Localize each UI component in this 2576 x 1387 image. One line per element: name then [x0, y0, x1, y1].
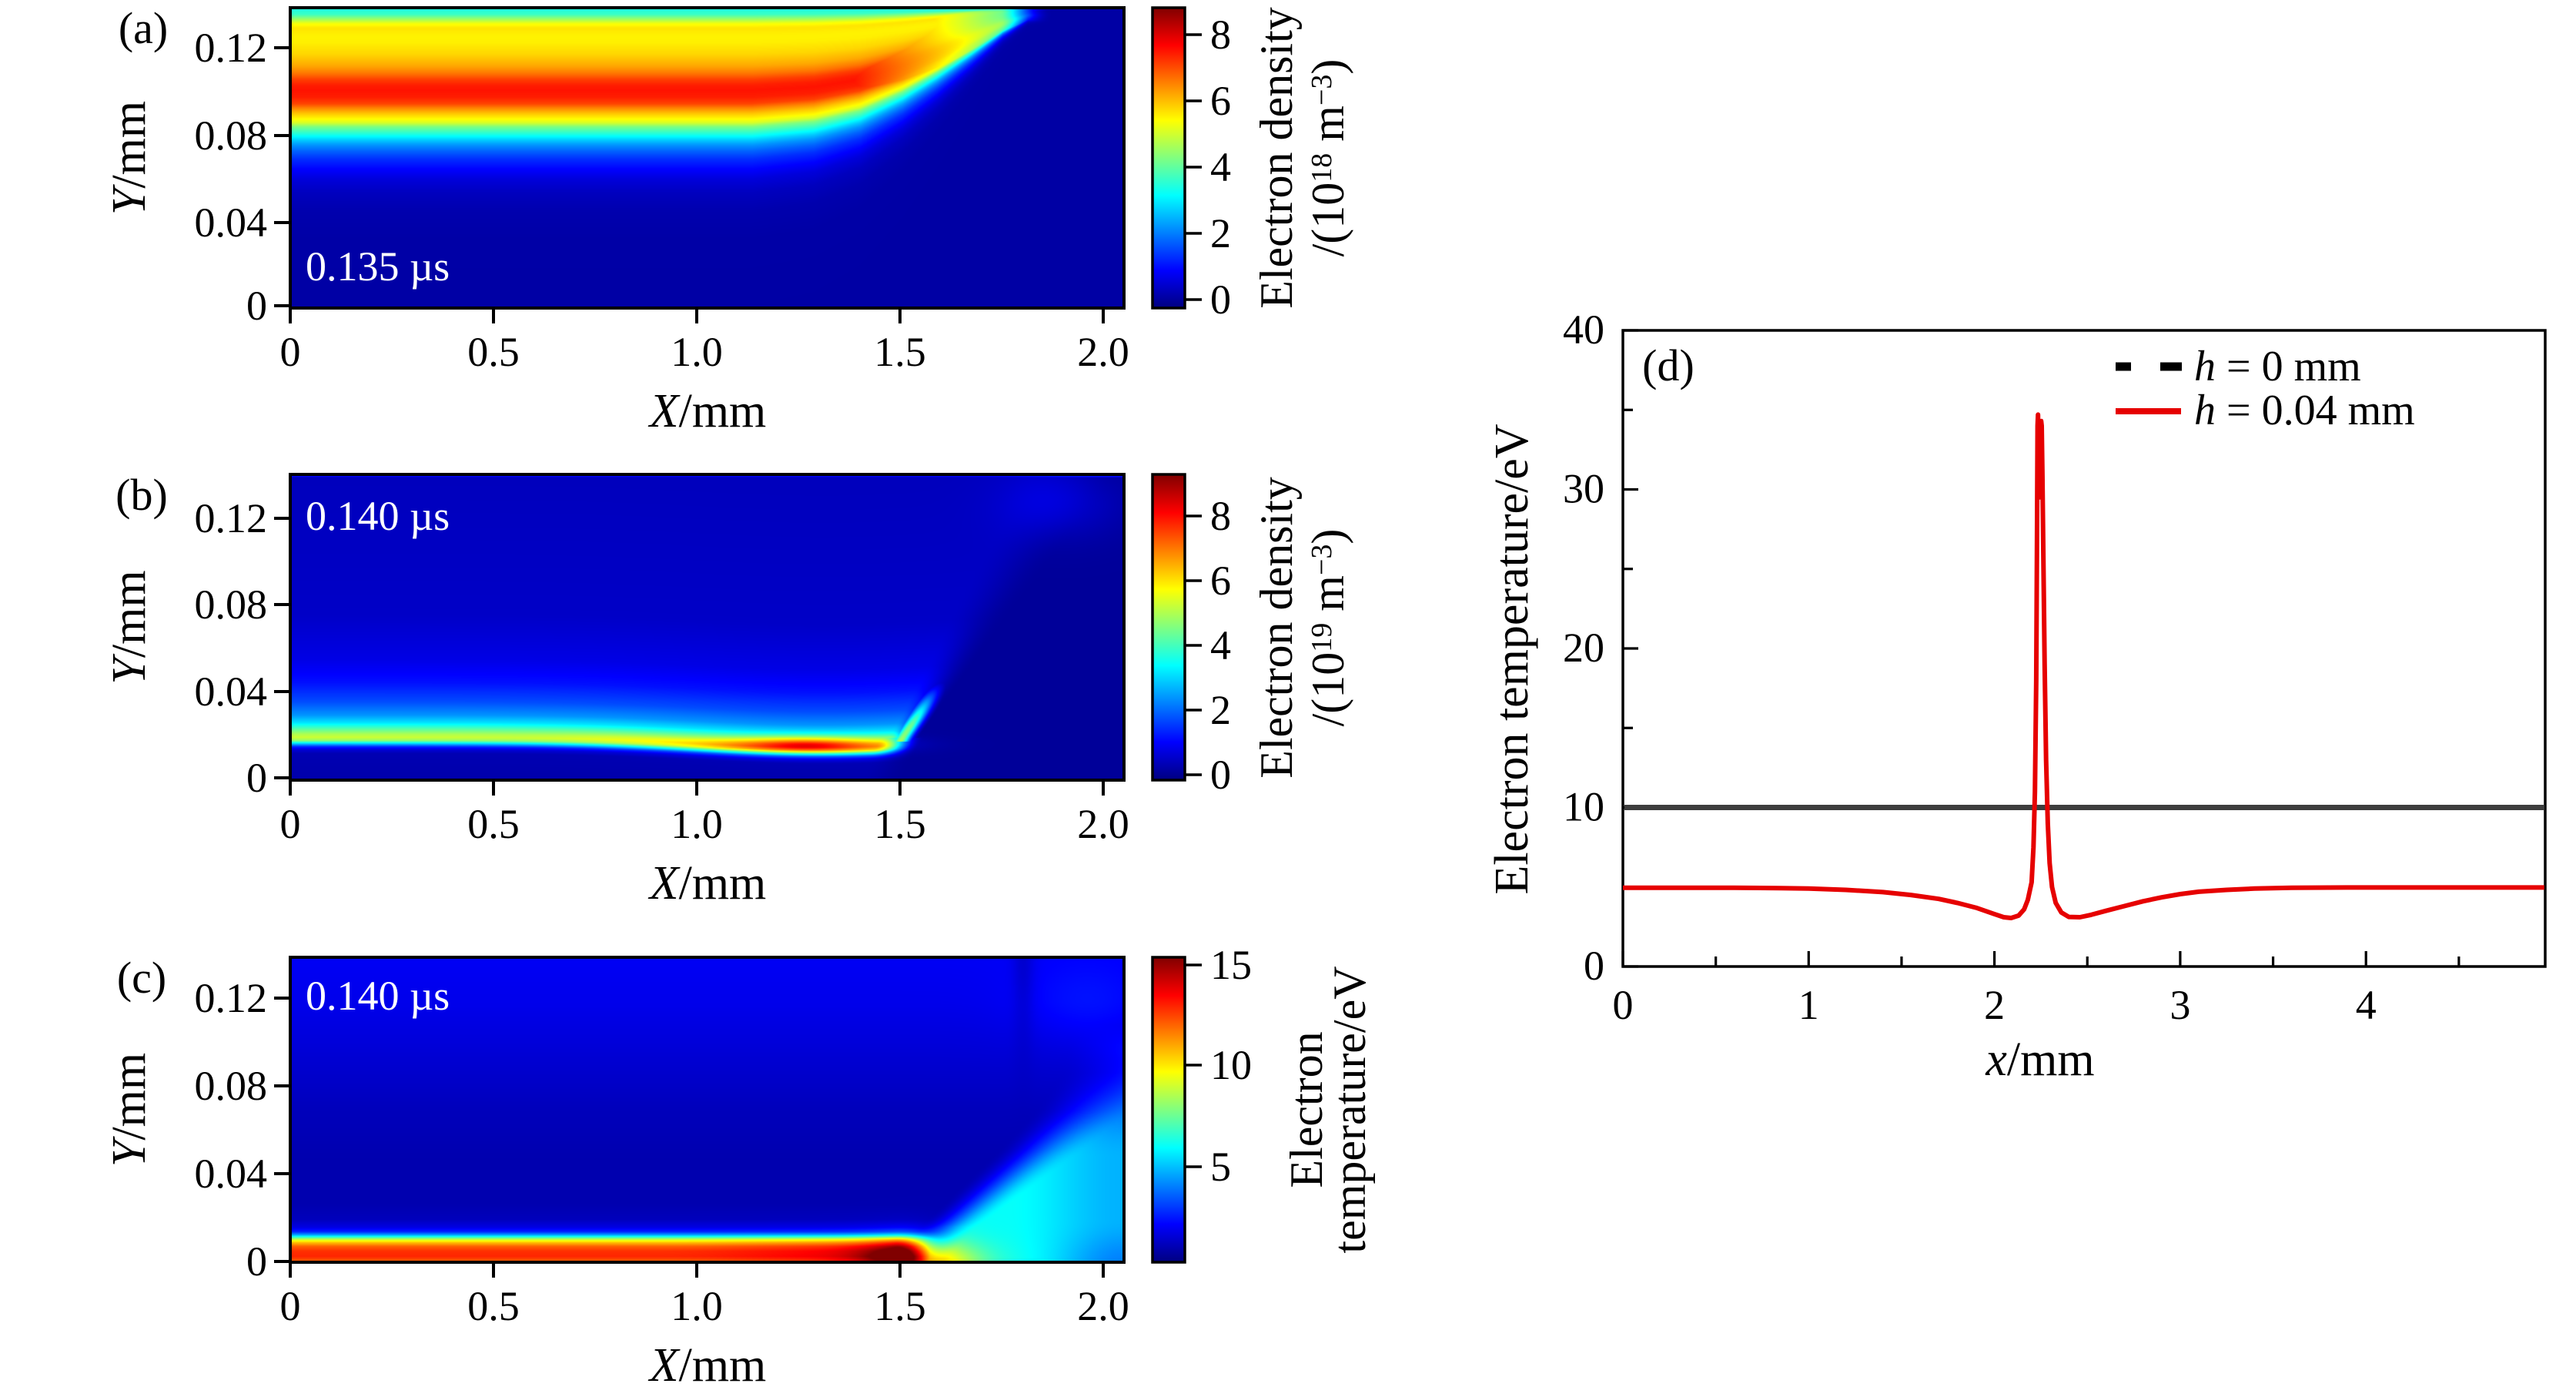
svg-text:(a): (a): [119, 3, 168, 53]
svg-text:1: 1: [1798, 982, 1819, 1028]
svg-text:0: 0: [280, 801, 301, 847]
svg-text:1.0: 1.0: [671, 1283, 723, 1329]
svg-text:h = 0 mm: h = 0 mm: [2194, 343, 2361, 390]
svg-text:/(1018 m−3): /(1018 m−3): [1303, 59, 1353, 257]
svg-text:4: 4: [1210, 622, 1231, 668]
svg-text:8: 8: [1210, 12, 1231, 58]
svg-text:x/mm: x/mm: [1985, 1034, 2094, 1086]
svg-text:2.0: 2.0: [1077, 1283, 1129, 1329]
svg-text:Y/mm: Y/mm: [103, 570, 156, 684]
svg-text:10: 10: [1210, 1042, 1252, 1088]
svg-text:(d): (d): [1642, 340, 1694, 390]
svg-text:X/mm: X/mm: [647, 857, 767, 910]
svg-text:6: 6: [1210, 558, 1231, 604]
svg-text:20: 20: [1563, 625, 1604, 671]
svg-text:0.08: 0.08: [195, 1063, 268, 1109]
svg-text:temperature/eV: temperature/eV: [1324, 966, 1375, 1253]
svg-text:30: 30: [1563, 466, 1604, 512]
svg-text:0: 0: [280, 1283, 301, 1329]
svg-text:0.12: 0.12: [195, 975, 268, 1021]
svg-text:Electron: Electron: [1281, 1031, 1332, 1188]
svg-text:5: 5: [1210, 1144, 1231, 1190]
svg-text:0: 0: [1210, 276, 1231, 323]
svg-text:0.12: 0.12: [195, 25, 268, 71]
svg-text:40: 40: [1563, 307, 1604, 353]
svg-text:2: 2: [1984, 982, 2005, 1028]
svg-text:0.04: 0.04: [195, 1151, 268, 1197]
svg-text:0.04: 0.04: [195, 668, 268, 715]
svg-text:0.08: 0.08: [195, 112, 268, 159]
svg-text:0: 0: [246, 1238, 267, 1285]
svg-text:Electron density: Electron density: [1251, 477, 1302, 779]
svg-text:X/mm: X/mm: [647, 1339, 767, 1387]
svg-text:2: 2: [1210, 210, 1231, 256]
svg-text:4: 4: [2356, 982, 2377, 1028]
svg-text:0.140 µs: 0.140 µs: [306, 493, 450, 539]
svg-text:0.5: 0.5: [467, 1283, 520, 1329]
svg-text:1.5: 1.5: [874, 329, 926, 375]
svg-text:8: 8: [1210, 493, 1231, 539]
svg-text:10: 10: [1563, 784, 1604, 830]
svg-text:(c): (c): [117, 953, 166, 1003]
svg-text:2.0: 2.0: [1077, 801, 1129, 847]
svg-text:0.5: 0.5: [467, 329, 520, 375]
svg-text:Y/mm: Y/mm: [103, 101, 156, 215]
svg-text:0.5: 0.5: [467, 801, 520, 847]
svg-text:4: 4: [1210, 144, 1231, 190]
svg-text:1.0: 1.0: [671, 329, 723, 375]
svg-text:Y/mm: Y/mm: [103, 1053, 156, 1167]
svg-text:15: 15: [1210, 942, 1252, 988]
svg-text:0.12: 0.12: [195, 495, 268, 541]
svg-text:1.0: 1.0: [671, 801, 723, 847]
svg-text:6: 6: [1210, 78, 1231, 124]
svg-text:1.5: 1.5: [874, 801, 926, 847]
svg-text:0.135 µs: 0.135 µs: [306, 243, 450, 290]
svg-text:X/mm: X/mm: [647, 385, 767, 437]
svg-text:0: 0: [1210, 752, 1231, 798]
svg-text:1.5: 1.5: [874, 1283, 926, 1329]
svg-text:0: 0: [1613, 982, 1634, 1028]
svg-text:0: 0: [246, 283, 267, 329]
svg-text:3: 3: [2170, 982, 2190, 1028]
svg-text:Electron temperature/eV: Electron temperature/eV: [1486, 424, 1538, 894]
svg-text:0.08: 0.08: [195, 581, 268, 628]
svg-text:0.140 µs: 0.140 µs: [306, 973, 450, 1019]
svg-text:2: 2: [1210, 687, 1231, 733]
svg-text:h = 0.04 mm: h = 0.04 mm: [2194, 387, 2415, 434]
svg-text:/(1019 m−3): /(1019 m−3): [1303, 529, 1353, 727]
svg-text:0: 0: [280, 329, 301, 375]
svg-text:2.0: 2.0: [1077, 329, 1129, 375]
svg-text:0: 0: [1584, 943, 1604, 989]
svg-text:0.04: 0.04: [195, 199, 268, 246]
svg-text:(b): (b): [115, 470, 168, 520]
svg-text:0: 0: [246, 755, 267, 801]
svg-text:Electron density: Electron density: [1251, 7, 1302, 309]
